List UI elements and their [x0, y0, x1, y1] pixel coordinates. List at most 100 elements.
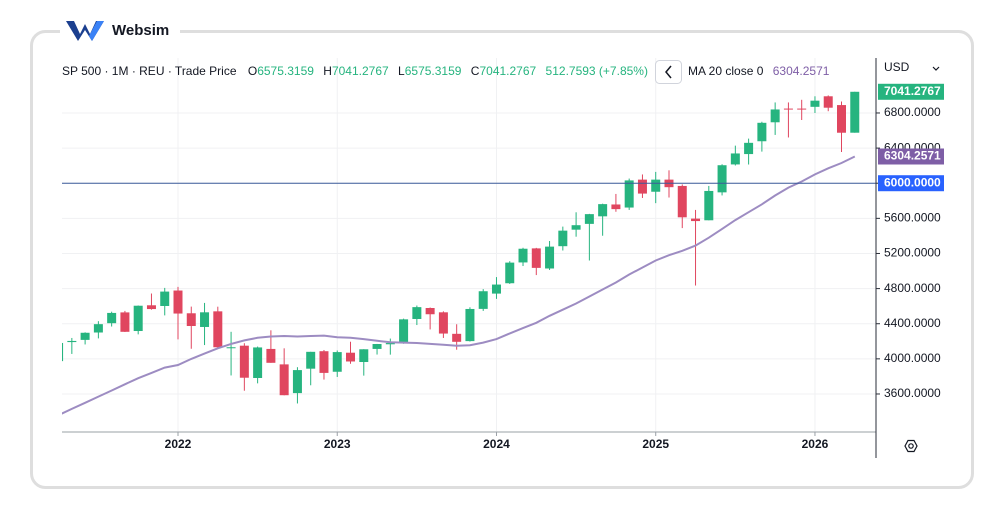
axes: 3600.0000 4000.0000 4400.0000 4800.0000 5200…: [165, 83, 944, 451]
last-price-label-bg: [878, 83, 944, 100]
candle-body: [704, 190, 714, 221]
candle-body: [226, 347, 236, 349]
candle-body: [651, 179, 661, 192]
currency[interactable]: USD: [884, 60, 910, 74]
x-tick-label: 2025: [642, 437, 669, 451]
candle-body: [810, 100, 820, 107]
candle-body: [146, 305, 156, 310]
candle-body: [107, 312, 117, 324]
candle-body: [837, 105, 846, 133]
y-tick-label: 4000.0000: [884, 351, 941, 365]
hline-price-label-bg: [878, 175, 944, 192]
ohlc-value: 7041.2767: [332, 64, 389, 78]
candle-body: [266, 348, 276, 363]
ma-line: [62, 155, 856, 415]
candle-body: [186, 313, 196, 327]
candle-body: [279, 364, 289, 396]
candle-body: [478, 291, 488, 309]
x-tick-label: 2023: [324, 437, 351, 451]
candle-body: [823, 96, 833, 108]
candle-body: [292, 370, 302, 394]
ma-legend: MA 20 close 0 6304.2571: [688, 64, 830, 78]
x-tick-label: 2022: [165, 437, 192, 451]
grid: [62, 58, 876, 432]
candle-body: [677, 185, 687, 218]
y-tick-label: 4800.0000: [884, 281, 941, 295]
last-price-label: 7041.2767: [884, 84, 941, 98]
candle-body: [80, 332, 90, 340]
candle-body: [412, 307, 422, 319]
settings-button[interactable]: [904, 439, 918, 453]
candle-body: [611, 204, 621, 210]
ohlc-label: L: [398, 64, 405, 78]
candle-body: [253, 347, 263, 378]
candle-body: [93, 324, 103, 333]
candle-body: [531, 248, 541, 268]
candle-body: [850, 91, 860, 133]
symbol-title: SP 500 · 1M · REU · Trade Price: [62, 64, 237, 78]
candle-body: [571, 225, 581, 230]
candle-body: [213, 311, 223, 348]
candle-body: [332, 352, 342, 372]
candle-body: [744, 142, 754, 155]
ma-price-label: 6304.2571: [884, 149, 941, 163]
candle-body: [797, 108, 807, 110]
x-tick-label: 2024: [483, 437, 510, 451]
ohlc-value: 6575.3159: [257, 64, 314, 78]
candle-body: [770, 109, 780, 123]
ma-price-label-bg: [878, 148, 944, 165]
ohlc-label: C: [471, 64, 480, 78]
plot: [62, 91, 876, 415]
ohlc-value: 6575.3159: [405, 64, 462, 78]
candle-body: [637, 179, 647, 194]
candle-body: [372, 344, 382, 349]
y-tick-label: 6800.0000: [884, 105, 941, 119]
candle-body: [717, 165, 727, 193]
y-tick-label: 5600.0000: [884, 211, 941, 225]
candle-body: [133, 305, 143, 332]
candle-body: [491, 284, 501, 294]
candle-body: [545, 246, 555, 269]
candle-body: [173, 290, 183, 314]
logo-backdrop: [60, 18, 180, 44]
candle-body: [691, 218, 701, 222]
ma-name: MA 20 close 0: [688, 64, 764, 78]
currency-dropdown[interactable]: [932, 66, 940, 71]
brand: Websim: [112, 22, 169, 39]
candle-body: [200, 312, 210, 327]
candle-body: [558, 230, 568, 247]
collapse-button[interactable]: [655, 60, 682, 84]
candle-body: [385, 343, 395, 345]
candle-body: [359, 349, 369, 363]
candle-body: [239, 345, 249, 378]
logo-icon: [66, 21, 104, 41]
card: [30, 30, 974, 489]
candle-body: [465, 308, 475, 342]
x-tick-label: 2026: [802, 437, 829, 451]
candle-body: [505, 262, 515, 284]
y-tick-label: 5200.0000: [884, 246, 941, 260]
candle-body: [598, 204, 608, 217]
candle-body: [584, 214, 594, 224]
candle-body: [624, 180, 634, 208]
ohlc-label: O: [248, 64, 257, 78]
candle-body: [438, 312, 448, 334]
y-tick-label: 4400.0000: [884, 316, 941, 330]
candle-body: [120, 312, 130, 332]
candle-body: [306, 351, 316, 369]
hline-price-label: 6000.0000: [884, 175, 941, 189]
y-tick-label: 3600.0000: [884, 386, 941, 400]
candle-body: [730, 153, 740, 165]
change: 512.7593 (+7.85%): [546, 64, 648, 78]
candle-body: [160, 291, 170, 306]
candle-body: [62, 342, 64, 362]
ma-value: 6304.2571: [773, 64, 830, 78]
candle-body: [399, 319, 409, 343]
candle-body: [452, 333, 462, 342]
candle-body: [757, 122, 767, 142]
candle-body: [67, 340, 77, 343]
candle-body: [346, 352, 356, 362]
candle-body: [783, 108, 793, 110]
ohlc-label: H: [323, 64, 332, 78]
